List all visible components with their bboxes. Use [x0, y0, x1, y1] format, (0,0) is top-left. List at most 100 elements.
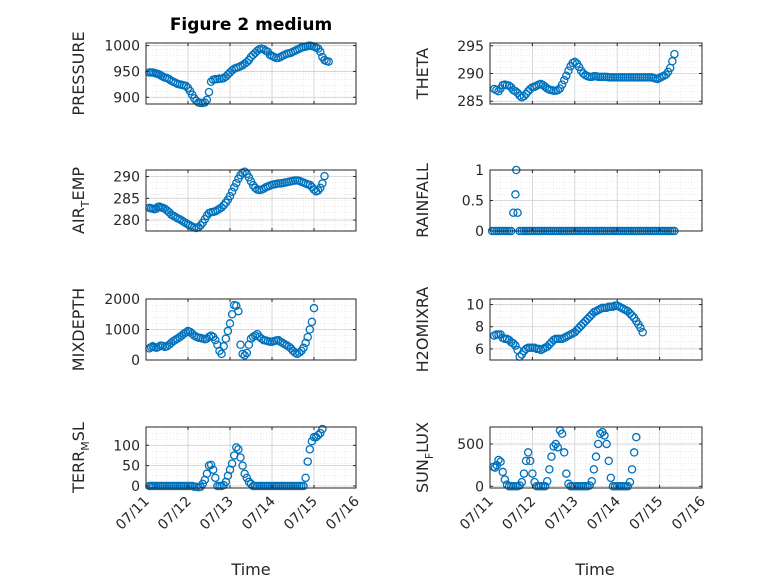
data-point [309, 303, 319, 313]
x-tick-label: 07/14 [239, 493, 279, 533]
data-point [587, 476, 597, 486]
data-point [574, 323, 584, 333]
y-tick-label: 285 [113, 191, 140, 207]
data-point [227, 459, 237, 468]
data-point [523, 448, 533, 457]
subplot-rainfall: 0 0.5 1 RAINFALL [413, 163, 703, 240]
data-point [513, 208, 522, 217]
y-tick-label: 0 [475, 224, 484, 240]
y-axis-label: H2OMIXRA [413, 287, 432, 373]
data-point [259, 44, 268, 54]
data-point [623, 482, 633, 491]
data-point [324, 57, 333, 66]
x-tick-label: 07/14 [584, 493, 624, 533]
data-point [570, 57, 580, 67]
data-point [240, 469, 249, 479]
data-point [204, 87, 214, 97]
y-tick-label: 0 [475, 479, 484, 495]
data-point [627, 311, 637, 320]
y-tick-label: 285 [457, 94, 484, 110]
y-axis-label: SUNFLUX [413, 422, 436, 493]
data-point [593, 439, 603, 449]
x-tick-label: 07/15 [281, 494, 321, 534]
data-point [284, 342, 294, 351]
y-tick-label: 6 [475, 342, 484, 358]
x-tick-label: 07/11 [457, 494, 497, 534]
y-tick-label: 295 [457, 39, 484, 55]
data-point [316, 183, 325, 193]
y-axis-label: MIXDEPTH [69, 288, 88, 371]
data-point [301, 338, 310, 348]
data-point [600, 431, 609, 440]
data-point [576, 321, 586, 330]
x-tick-label: 07/11 [113, 494, 153, 534]
y-tick-label: 280 [113, 213, 140, 229]
data-point [670, 49, 679, 59]
data-point [564, 66, 573, 75]
x-axis-label-left: Time [230, 560, 270, 579]
data-point [602, 439, 611, 449]
data-point [181, 81, 191, 91]
x-tick-label: 07/13 [197, 494, 237, 534]
data-point [238, 461, 247, 470]
y-axis-label: PRESSURE [69, 31, 88, 115]
subplot-theta: 285 290 295 THETA [413, 39, 703, 110]
data-point [632, 432, 641, 442]
data-point [181, 328, 191, 337]
data-point [305, 325, 315, 334]
data-point [242, 57, 252, 67]
data-point [286, 344, 296, 353]
y-tick-label: 0 [131, 353, 140, 369]
data-point [219, 201, 228, 210]
data-point [504, 81, 514, 90]
data-point [225, 319, 235, 328]
data-point [553, 85, 563, 95]
data-point [219, 342, 228, 351]
data-point [559, 448, 569, 457]
data-point [225, 191, 235, 201]
data-point [303, 457, 312, 466]
data-point [196, 221, 205, 230]
data-point [169, 211, 178, 220]
y-tick-label: 10 [466, 298, 484, 314]
data-point [223, 326, 233, 336]
subplot-terr-msl: 0 50 100 07/11 07/12 07/13 07/14 07/15 07/16 TERR… [69, 422, 363, 533]
y-tick-label: 0 [131, 479, 140, 495]
y-tick-label: 0.5 [462, 194, 484, 210]
data-point [519, 469, 529, 478]
data-point [305, 180, 315, 190]
data-point [307, 182, 317, 192]
data-point [313, 186, 323, 195]
data-point [164, 74, 174, 84]
data-point [604, 456, 613, 466]
data-point [511, 190, 520, 199]
data-point [301, 473, 310, 483]
data-point [274, 335, 283, 345]
data-point [240, 167, 249, 176]
y-tick-label: 290 [113, 170, 140, 186]
data-point [627, 465, 637, 474]
data-point [236, 453, 245, 462]
x-tick-label: 07/15 [627, 494, 667, 534]
data-point [211, 473, 220, 483]
data-point [557, 429, 567, 439]
data-point [295, 348, 304, 357]
data-point [579, 319, 588, 328]
x-tick-label: 07/16 [323, 493, 363, 533]
data-point [530, 477, 539, 487]
data-point [511, 86, 520, 96]
data-point [232, 301, 241, 310]
axes-frame [489, 298, 703, 361]
x-tick-label: 07/16 [669, 493, 709, 533]
data-point [509, 208, 518, 217]
data-point [562, 469, 571, 478]
data-point [542, 342, 552, 351]
x-tick-label: 07/12 [499, 494, 539, 534]
data-point [318, 424, 327, 434]
subplot-h2omixra: 6 8 10 H2OMIXRA [413, 287, 703, 373]
data-point [202, 95, 212, 105]
data-point [511, 341, 520, 350]
data-point [229, 183, 239, 192]
data-point [171, 212, 180, 222]
